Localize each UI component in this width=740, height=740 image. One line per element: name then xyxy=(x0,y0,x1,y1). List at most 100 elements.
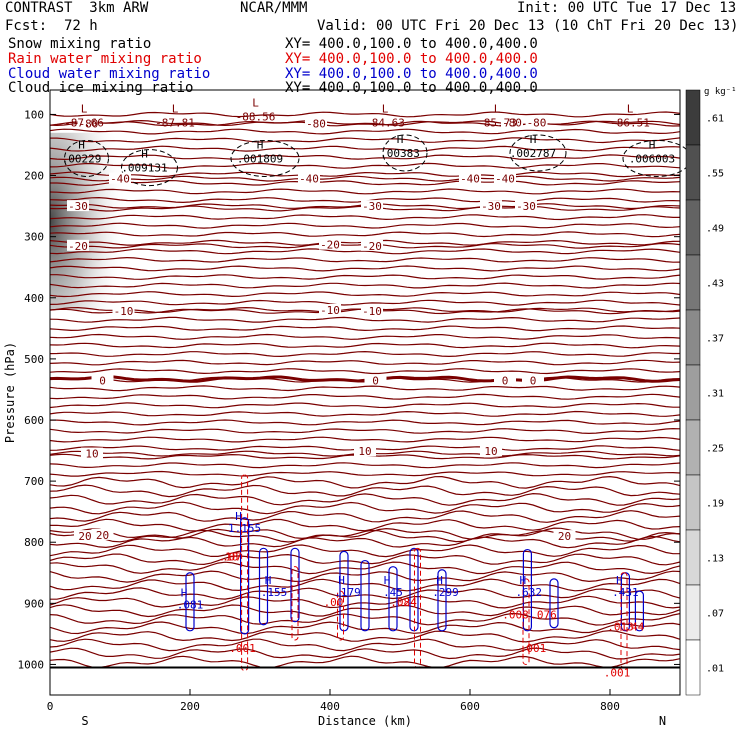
rain-high-value: .001 xyxy=(604,666,631,679)
colorbar-unit: g kg⁻¹ xyxy=(704,87,737,97)
rain-high-value: .001 xyxy=(520,642,547,655)
y-tick-label: 400 xyxy=(24,292,44,305)
contour-label: -80 xyxy=(527,116,547,129)
cloud-high-marker: H xyxy=(265,574,272,587)
contour-label-bg xyxy=(77,117,100,129)
rain-high-value: .44 xyxy=(625,621,645,634)
colorbar-tick-label: .25 xyxy=(706,444,724,455)
snow-contour xyxy=(64,139,109,177)
field-xy-cloud-ice: XY= 400.0,100.0 to 400.0,400.0 xyxy=(285,80,538,96)
rain-high-value: .07 xyxy=(222,550,242,563)
contour-label-bg xyxy=(91,528,114,540)
field-label-cloud-ice: Cloud ice mixing ratio xyxy=(8,80,194,96)
rain-high-value: .001 xyxy=(229,642,256,655)
cloud-water-cell xyxy=(634,590,645,632)
contour-label-bg xyxy=(553,530,576,542)
cloud-high-value: .299 xyxy=(432,586,459,599)
cloud-high-marker: H xyxy=(616,574,623,587)
low-marker: L xyxy=(81,102,88,115)
contour-label: -30 xyxy=(362,200,382,213)
snow-high-value: .006003 xyxy=(629,152,675,165)
colorbar-tick-label: .43 xyxy=(706,279,724,290)
isotherm xyxy=(49,265,681,272)
field-xy-cloud-water: XY= 400.0,100.0 to 400.0,400.0 xyxy=(285,66,538,82)
snow-high-marker: H xyxy=(141,148,148,161)
cloud-high-value: .632 xyxy=(516,586,543,599)
isotherm xyxy=(49,629,681,643)
contour-label: 20 xyxy=(558,530,571,543)
contour-label: -80 xyxy=(306,118,326,131)
cloud-water-cell xyxy=(437,569,447,632)
colorbar-tick-label: .49 xyxy=(706,224,724,235)
contour-label-bg xyxy=(525,116,548,128)
north-label: N xyxy=(659,714,666,728)
isotherm xyxy=(49,570,681,583)
colorbar-segment xyxy=(685,309,701,366)
cloud-high-marker: H xyxy=(519,574,526,587)
contour-label-bg xyxy=(74,530,96,542)
colorbar-tick-label: .31 xyxy=(706,389,724,400)
cloud-high-value: .431 xyxy=(612,586,639,599)
colorbar-segment xyxy=(685,529,701,586)
colorbar-segment xyxy=(685,199,701,256)
colorbar-tick-label: .07 xyxy=(706,609,724,620)
cloud-water-cell xyxy=(258,547,269,626)
isotherm xyxy=(49,175,681,182)
snow-high-marker: H xyxy=(397,133,404,146)
rain-cell xyxy=(337,590,344,641)
isotherm xyxy=(49,604,681,618)
contour-label-bg xyxy=(361,239,383,251)
field-xy-rain: XY= 400.0,100.0 to 400.0,400.0 xyxy=(285,51,538,67)
snow-contour xyxy=(121,149,178,187)
rain-high-value: .076 xyxy=(530,608,557,621)
contour-label: -30 xyxy=(516,200,536,213)
isotherm xyxy=(49,214,680,221)
temperature-contours-layer xyxy=(49,111,681,669)
low-value: -84.63 xyxy=(365,116,405,129)
isotherm xyxy=(49,231,681,238)
low-marker: L xyxy=(172,102,179,115)
colorbar-tick-label: .55 xyxy=(706,169,724,180)
isotherm xyxy=(49,316,681,323)
isotherm xyxy=(49,128,681,135)
contour-label: -10 xyxy=(114,305,134,318)
colorbar-tick-label: .01 xyxy=(706,664,724,675)
colorbar-layer: .61 .55 .49 .43 .37 .31 .25 .19 .13 .07 .01 g kg⁻¹ xyxy=(685,87,737,696)
contour-label-bg xyxy=(319,238,341,250)
isotherm xyxy=(49,612,681,626)
isotherm xyxy=(49,410,681,417)
contour-label-bg xyxy=(501,116,523,128)
isotherm xyxy=(50,274,681,280)
isotherm xyxy=(49,529,681,543)
isotherm xyxy=(49,342,681,349)
contour-label: -30 xyxy=(481,200,501,213)
x-axis-title: Distance (km) xyxy=(318,714,412,728)
isotherm xyxy=(49,527,681,540)
fcst-label: Fcst: xyxy=(5,18,48,34)
isotherm xyxy=(49,561,681,575)
isotherm xyxy=(49,535,681,549)
cloud-high-value: .45 xyxy=(383,586,403,599)
rain-high-value: .24 xyxy=(397,596,417,609)
snow-contour xyxy=(509,134,567,172)
contour-label: -80 xyxy=(502,116,522,129)
field-xy-snow: XY= 400.0,100.0 to 400.0,400.0 xyxy=(285,36,538,52)
contour-label-bg xyxy=(319,304,341,315)
contour-label: -20 xyxy=(362,240,382,253)
isotherm xyxy=(49,518,681,532)
contour-labels-layer: -80 -80 -80 -80 -40 -40 -40 -40 -30 -30 -30 -30 -20 -… xyxy=(62,96,676,679)
colorbar-tick-label: .61 xyxy=(706,114,724,125)
colorbar-segment xyxy=(685,89,701,146)
isotherm xyxy=(49,510,681,523)
contour-label-bg xyxy=(109,172,131,184)
isotherm xyxy=(49,368,681,375)
isotherm xyxy=(49,120,681,127)
y-tick-label: 500 xyxy=(24,353,44,366)
snow-contour xyxy=(230,139,300,177)
isotherm xyxy=(49,154,681,161)
isotherm xyxy=(50,179,681,186)
cloud-water-cell xyxy=(240,517,250,635)
contour-label-bg xyxy=(480,445,502,457)
isotherm xyxy=(49,553,681,566)
